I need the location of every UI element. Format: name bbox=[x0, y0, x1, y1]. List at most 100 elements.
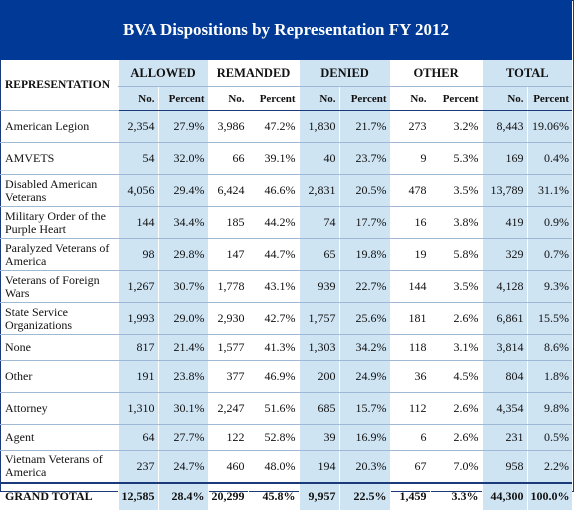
row-label: State Service Organizations bbox=[0, 302, 118, 335]
cell-percent: 44.7% bbox=[247, 238, 300, 271]
cell-percent: 2.6% bbox=[429, 302, 483, 335]
cell-count: 3,986 bbox=[207, 110, 249, 143]
cell-count: 4,128 bbox=[481, 270, 528, 303]
cell-count: 3,814 bbox=[481, 334, 528, 361]
cell-count: 36 bbox=[389, 360, 431, 393]
subheader-no: No. bbox=[389, 86, 431, 111]
cell-count: 329 bbox=[481, 238, 528, 271]
table-row: American Legion 2,354 27.9% 3,986 47.2% 1,830… bbox=[0, 110, 573, 143]
cell-percent: 0.7% bbox=[526, 238, 573, 271]
cell-count: 2,354 bbox=[117, 110, 158, 143]
header-other: OTHER bbox=[389, 60, 483, 87]
cell-percent: 2.6% bbox=[429, 392, 483, 425]
row-label: Agent bbox=[0, 424, 118, 451]
table-row: Other 191 23.8% 377 46.9% 200 24.9% 36 4.5% 804 1.… bbox=[0, 360, 573, 393]
cell-percent: 3.1% bbox=[429, 334, 483, 361]
cell-percent: 19.8% bbox=[338, 238, 391, 271]
cell-count: 237 bbox=[117, 450, 158, 483]
cell-percent: 43.1% bbox=[247, 270, 300, 303]
total-percent: 45.8% bbox=[247, 481, 300, 510]
subheader-percent: Percent bbox=[247, 86, 300, 111]
cell-percent: 27.7% bbox=[157, 424, 209, 451]
cell-percent: 0.5% bbox=[526, 424, 573, 451]
cell-count: 4,056 bbox=[117, 174, 158, 207]
cell-percent: 15.5% bbox=[526, 302, 573, 335]
table-row: Military Order of the Purple Heart 144 34.… bbox=[0, 206, 573, 239]
cell-count: 2,831 bbox=[298, 174, 340, 207]
cell-count: 144 bbox=[117, 206, 158, 239]
cell-count: 1,830 bbox=[298, 110, 340, 143]
table-row: Veterans of Foreign Wars 1,267 30.7% 1,778 4… bbox=[0, 270, 573, 303]
cell-count: 6,861 bbox=[481, 302, 528, 335]
cell-count: 181 bbox=[389, 302, 431, 335]
row-label: Disabled American Veterans bbox=[0, 174, 118, 207]
cell-count: 377 bbox=[207, 360, 249, 393]
subheader-percent: Percent bbox=[157, 86, 209, 111]
cell-percent: 16.9% bbox=[338, 424, 391, 451]
cell-percent: 31.1% bbox=[526, 174, 573, 207]
cell-percent: 9.8% bbox=[526, 392, 573, 425]
cell-percent: 5.3% bbox=[429, 142, 483, 175]
cell-percent: 0.9% bbox=[526, 206, 573, 239]
cell-count: 1,577 bbox=[207, 334, 249, 361]
table-row: Attorney 1,310 30.1% 2,247 51.6% 685 15.7% 112 2… bbox=[0, 392, 573, 425]
cell-percent: 42.7% bbox=[247, 302, 300, 335]
cell-count: 39 bbox=[298, 424, 340, 451]
cell-percent: 24.7% bbox=[157, 450, 209, 483]
cell-count: 169 bbox=[481, 142, 528, 175]
cell-percent: 7.0% bbox=[429, 450, 483, 483]
table-row: AMVETS 54 32.0% 66 39.1% 40 23.7% 9 5.3% 169 0.4% bbox=[0, 142, 573, 175]
subheader-percent: Percent bbox=[526, 86, 573, 111]
cell-count: 958 bbox=[481, 450, 528, 483]
dispositions-table: REPRESENTATION ALLOWED REMANDED DENIED O… bbox=[0, 60, 573, 510]
total-count: 12,585 bbox=[117, 481, 158, 510]
row-label: None bbox=[0, 334, 118, 361]
cell-count: 19 bbox=[389, 238, 431, 271]
cell-count: 147 bbox=[207, 238, 249, 271]
cell-percent: 24.9% bbox=[338, 360, 391, 393]
cell-count: 185 bbox=[207, 206, 249, 239]
cell-percent: 46.9% bbox=[247, 360, 300, 393]
cell-percent: 15.7% bbox=[338, 392, 391, 425]
row-label: Paralyzed Veterans of America bbox=[0, 238, 118, 271]
cell-count: 122 bbox=[207, 424, 249, 451]
cell-count: 191 bbox=[117, 360, 158, 393]
row-label: Military Order of the Purple Heart bbox=[0, 206, 118, 239]
cell-count: 1,267 bbox=[117, 270, 158, 303]
cell-percent: 17.7% bbox=[338, 206, 391, 239]
cell-count: 194 bbox=[298, 450, 340, 483]
cell-count: 65 bbox=[298, 238, 340, 271]
cell-count: 16 bbox=[389, 206, 431, 239]
cell-count: 804 bbox=[481, 360, 528, 393]
cell-count: 685 bbox=[298, 392, 340, 425]
row-label: Attorney bbox=[0, 392, 118, 425]
cell-percent: 21.4% bbox=[157, 334, 209, 361]
cell-percent: 3.5% bbox=[429, 270, 483, 303]
cell-count: 144 bbox=[389, 270, 431, 303]
header-remanded: REMANDED bbox=[207, 60, 300, 87]
table-row: Disabled American Veterans 4,056 29.4% 6,42… bbox=[0, 174, 573, 207]
cell-percent: 20.5% bbox=[338, 174, 391, 207]
cell-percent: 0.4% bbox=[526, 142, 573, 175]
cell-percent: 29.8% bbox=[157, 238, 209, 271]
cell-count: 66 bbox=[207, 142, 249, 175]
cell-count: 2,247 bbox=[207, 392, 249, 425]
cell-percent: 2.2% bbox=[526, 450, 573, 483]
cell-percent: 46.6% bbox=[247, 174, 300, 207]
cell-percent: 1.8% bbox=[526, 360, 573, 393]
table-row: Agent 64 27.7% 122 52.8% 39 16.9% 6 2.6% 231 0.5% bbox=[0, 424, 573, 451]
cell-percent: 8.6% bbox=[526, 334, 573, 361]
cell-percent: 3.5% bbox=[429, 174, 483, 207]
total-count: 20,299 bbox=[207, 481, 249, 510]
cell-percent: 34.4% bbox=[157, 206, 209, 239]
cell-count: 1,310 bbox=[117, 392, 158, 425]
cell-count: 67 bbox=[389, 450, 431, 483]
cell-count: 8,443 bbox=[481, 110, 528, 143]
cell-count: 118 bbox=[389, 334, 431, 361]
table-row: State Service Organizations 1,993 29.0% 2,9… bbox=[0, 302, 573, 335]
subheader-no: No. bbox=[481, 86, 528, 111]
cell-percent: 21.7% bbox=[338, 110, 391, 143]
total-percent: 22.5% bbox=[338, 481, 391, 510]
cell-percent: 41.3% bbox=[247, 334, 300, 361]
cell-count: 13,789 bbox=[481, 174, 528, 207]
